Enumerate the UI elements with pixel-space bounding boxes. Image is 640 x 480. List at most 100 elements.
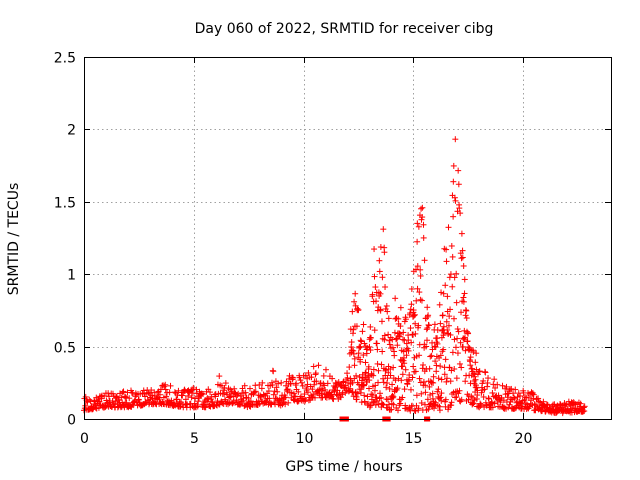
data-point <box>470 348 477 355</box>
data-point <box>269 381 276 388</box>
data-point <box>451 274 458 281</box>
y-tick-label: 1 <box>67 268 76 284</box>
data-point <box>109 390 116 397</box>
data-point <box>410 307 417 314</box>
data-point <box>475 368 482 375</box>
data-point <box>373 340 380 347</box>
data-point <box>489 404 496 411</box>
data-point <box>449 283 456 290</box>
data-point <box>411 312 418 319</box>
data-point <box>362 370 369 377</box>
data-point <box>424 396 431 403</box>
axis-ticks: 0 5 10 15 20 0 0.5 1 1.5 2 2.5 <box>54 51 611 447</box>
data-point <box>324 380 331 387</box>
data-point <box>380 375 387 382</box>
data-point <box>402 402 409 409</box>
data-point <box>455 390 462 397</box>
y-tick-label: 2 <box>67 123 76 139</box>
data-point <box>434 388 441 395</box>
data-point <box>198 390 205 397</box>
data-point <box>365 363 372 370</box>
data-point <box>432 344 439 351</box>
data-point <box>179 392 186 399</box>
data-point <box>413 297 420 304</box>
data-point <box>371 398 378 405</box>
data-point <box>499 382 506 389</box>
data-point <box>455 328 462 335</box>
data-point <box>282 401 289 408</box>
data-point <box>414 220 421 227</box>
data-point <box>428 352 435 359</box>
data-point <box>284 386 291 393</box>
data-point <box>377 290 384 297</box>
data-point <box>380 379 387 386</box>
data-point <box>350 393 357 400</box>
data-point <box>320 372 327 379</box>
data-point <box>389 344 396 351</box>
data-point <box>387 366 394 373</box>
data-point <box>512 386 519 393</box>
data-point <box>440 346 447 353</box>
data-point <box>423 343 430 350</box>
data-point <box>413 392 420 399</box>
data-point <box>399 371 406 378</box>
data-point <box>366 343 373 350</box>
data-point <box>361 340 368 347</box>
data-point <box>480 377 487 384</box>
data-point <box>438 289 445 296</box>
data-point <box>481 386 488 393</box>
data-point <box>451 366 458 373</box>
data-point <box>445 322 452 329</box>
data-point <box>473 384 480 391</box>
data-point <box>166 389 173 396</box>
data-point <box>376 268 383 275</box>
data-point <box>378 394 385 401</box>
data-point <box>418 297 425 304</box>
data-point <box>425 322 432 329</box>
data-point <box>448 367 455 374</box>
data-point <box>451 336 458 343</box>
data-point <box>386 337 393 344</box>
data-point <box>440 323 447 330</box>
data-point <box>259 379 266 386</box>
data-point <box>418 390 425 397</box>
data-point <box>485 375 492 382</box>
data-point <box>384 375 391 382</box>
data-point <box>417 266 424 273</box>
data-point <box>522 400 529 407</box>
data-point <box>467 354 474 361</box>
data-point <box>407 306 414 313</box>
data-point <box>461 290 468 297</box>
data-point <box>333 391 340 398</box>
data-point <box>405 337 412 344</box>
data-point <box>435 386 442 393</box>
data-point <box>447 378 454 385</box>
data-point <box>190 384 197 391</box>
data-point <box>458 309 465 316</box>
data-point <box>437 352 444 359</box>
y-tick-label: 1.5 <box>54 196 76 212</box>
data-point <box>96 398 103 405</box>
data-point <box>255 397 262 404</box>
data-point <box>443 318 450 325</box>
data-point <box>309 386 316 393</box>
data-point <box>370 372 377 379</box>
data-point <box>438 390 445 397</box>
data-point <box>298 379 305 386</box>
data-point <box>500 405 507 412</box>
data-point <box>443 258 450 265</box>
data-point <box>429 390 436 397</box>
x-tick-label: 15 <box>405 431 423 447</box>
y-tick-label: 2.5 <box>54 51 76 67</box>
data-point <box>395 407 402 414</box>
data-point <box>355 306 362 313</box>
data-point <box>441 329 448 336</box>
data-point <box>282 394 289 401</box>
data-point <box>392 295 399 302</box>
data-point <box>310 363 317 370</box>
data-point <box>491 376 498 383</box>
data-point <box>443 375 450 382</box>
data-point <box>460 298 467 305</box>
data-point <box>517 392 524 399</box>
